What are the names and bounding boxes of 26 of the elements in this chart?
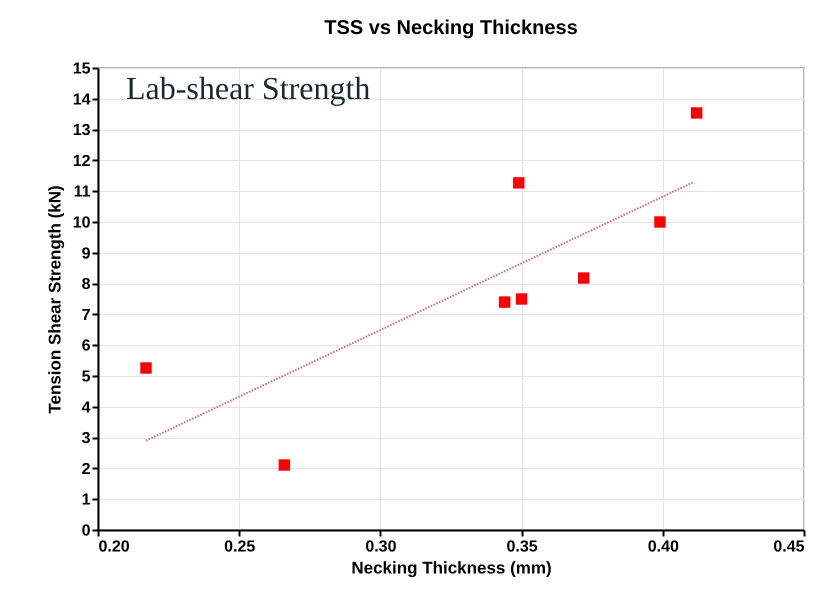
x-tick-label: 0.40 [648,538,679,556]
x-tick-label: 0.35 [506,538,538,556]
y-tick-label: 15 [72,60,91,78]
y-tick-label: 5 [82,368,91,386]
y-tick-label: 7 [82,306,91,324]
y-tick-label: 9 [82,245,91,262]
y-tick-label: 8 [82,276,91,294]
y-tick-label: 12 [72,152,91,170]
y-tick-label: 14 [72,91,91,108]
y-tick-label: 11 [74,184,91,201]
y-tick-label: 3 [82,430,91,448]
x-tick-label: 0.20 [98,538,130,556]
y-tick-label: 13 [72,122,91,140]
x-tick-label: 0.25 [224,538,256,556]
y-tick-label: 4 [82,399,91,416]
x-tick-label: 0.30 [365,538,397,556]
x-axis-title: Necking Thickness (mm) [351,558,552,578]
annotation: Lab-shear Strength [126,70,370,106]
y-tick-label: 1 [82,492,91,509]
y-tick-label: 0 [82,522,91,540]
y-tick-label: 6 [82,338,91,355]
chart-title: TSS vs Necking Thickness [324,17,578,39]
y-axis-title: Tension Shear Strength (kN) [46,185,65,414]
y-tick-label: 2 [82,460,91,478]
y-tick-label: 10 [72,214,91,232]
x-tick-label: 0.45 [773,538,805,556]
